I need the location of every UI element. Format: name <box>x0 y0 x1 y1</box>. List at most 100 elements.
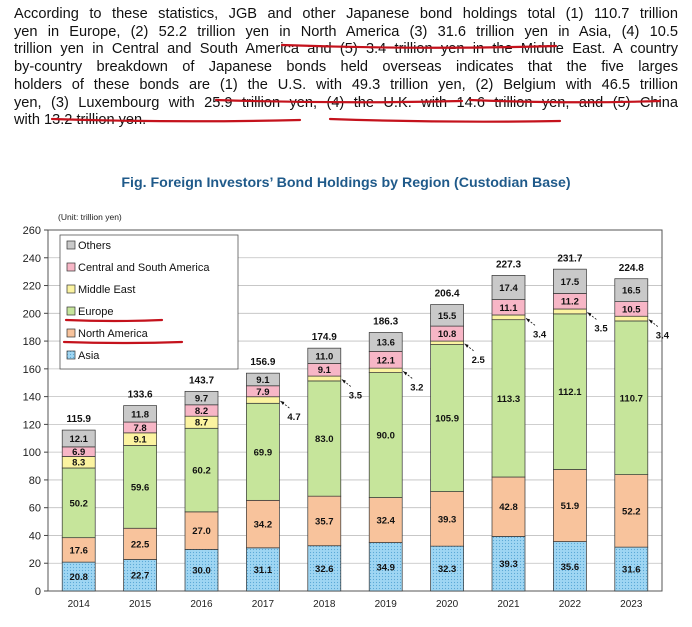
legend-swatch <box>66 240 76 250</box>
y-tick-label: 20 <box>29 558 41 570</box>
bar-segment <box>123 405 157 423</box>
bar-segment <box>491 319 526 478</box>
bar-segment <box>430 491 464 547</box>
data-label: 35.6 <box>561 562 580 573</box>
bar-segment <box>368 367 403 373</box>
total-label: 143.7 <box>189 375 214 386</box>
y-tick-label: 200 <box>23 308 41 320</box>
legend-box <box>59 234 239 370</box>
data-label: 11.2 <box>561 297 579 308</box>
data-label: 17.4 <box>499 283 518 294</box>
bar-segment <box>184 390 219 406</box>
bar-segment <box>553 541 587 592</box>
total-label: 224.8 <box>619 263 644 274</box>
bar-segment <box>553 313 587 470</box>
callout-arrow <box>525 318 536 326</box>
data-label: 112.1 <box>558 387 582 398</box>
data-label: 2.5 <box>472 355 486 366</box>
bar-segment <box>246 372 280 387</box>
data-label: 8.2 <box>195 406 208 417</box>
paragraph-line: by-country breakdown of Japanese bonds h… <box>14 59 678 76</box>
data-label: 7.8 <box>133 423 146 434</box>
bar-segment <box>491 275 526 300</box>
bar-segment <box>430 340 464 345</box>
callout-arrow <box>464 343 474 352</box>
bar-segment <box>553 308 587 315</box>
callout-arrowhead <box>403 371 408 376</box>
total-label: 227.3 <box>496 259 521 270</box>
bar-segment <box>246 547 280 592</box>
data-label: 105.9 <box>435 414 459 425</box>
legend-label: Others <box>78 240 112 252</box>
bar-segment <box>491 314 526 321</box>
bar-segment <box>614 315 649 322</box>
legend-swatch <box>66 306 76 316</box>
unit-label: (Unit: trillion yen) <box>58 212 122 222</box>
paragraph-line: holders of these bonds are (1) the U.S. … <box>14 76 678 93</box>
data-label: 3.5 <box>594 323 608 334</box>
y-tick-label: 120 <box>23 419 41 431</box>
bar-segment <box>123 527 157 560</box>
bar-segment <box>184 548 219 592</box>
data-label: 3.4 <box>656 331 670 342</box>
x-tick-label: 2022 <box>559 599 582 610</box>
data-label: 11.1 <box>500 303 519 314</box>
y-tick-label: 60 <box>29 503 41 515</box>
bar-segment <box>614 320 649 475</box>
bar-segment <box>430 545 464 592</box>
paragraph-line: yen, (3) Luxembourg with 25.9 trillion y… <box>14 94 678 111</box>
bar-segment <box>61 467 96 539</box>
bar-segment <box>123 445 157 529</box>
data-label: 8.3 <box>72 458 85 469</box>
legend-label: Central and South America <box>78 262 210 274</box>
callout-arrow <box>587 312 597 320</box>
x-tick-label: 2021 <box>497 599 520 610</box>
bar-segment <box>307 495 342 547</box>
legend-label: North America <box>78 328 149 340</box>
plot-frame <box>47 229 663 592</box>
data-label: 113.3 <box>497 394 520 405</box>
x-tick-label: 2020 <box>436 599 459 610</box>
data-label: 6.9 <box>72 447 85 458</box>
callout-arrow <box>648 319 659 327</box>
y-tick-label: 100 <box>23 447 41 459</box>
legend-underline-north-america <box>62 340 184 345</box>
bar-segment <box>430 304 464 327</box>
legend-label: Middle East <box>78 284 135 296</box>
y-tick-label: 220 <box>23 281 41 293</box>
data-label: 12.1 <box>376 355 395 366</box>
data-label: 39.3 <box>438 514 457 525</box>
x-tick-label: 2015 <box>129 599 152 610</box>
bar-segment <box>614 278 649 302</box>
bar-segment <box>307 347 342 364</box>
callout-arrowhead <box>464 343 469 348</box>
data-label: 60.2 <box>192 466 211 477</box>
article-paragraph: According to these statistics, JGB and o… <box>14 6 678 130</box>
data-label: 4.7 <box>287 412 300 423</box>
bar-segment <box>614 474 649 548</box>
bond-holdings-chart: 20.817.650.28.36.912.122.722.559.69.17.8… <box>23 212 670 610</box>
y-tick-label: 240 <box>23 253 41 265</box>
data-label: 11.0 <box>315 351 333 362</box>
bar-segment <box>553 268 587 294</box>
bar-segment <box>368 332 403 352</box>
bar-segment <box>184 427 219 513</box>
bar-segment <box>614 546 649 592</box>
data-label: 32.3 <box>438 564 457 575</box>
data-label: 69.9 <box>254 447 273 458</box>
data-label: 10.5 <box>622 304 641 315</box>
callout-arrow <box>280 400 290 409</box>
data-label: 32.6 <box>315 564 334 575</box>
data-label: 10.8 <box>438 329 457 340</box>
x-tick-label: 2023 <box>620 599 643 610</box>
y-tick-label: 260 <box>23 225 41 237</box>
data-label: 12.1 <box>69 434 88 445</box>
data-label: 9.1 <box>318 365 332 376</box>
data-label: 9.1 <box>256 375 270 386</box>
total-label: 133.6 <box>128 390 153 401</box>
data-label: 3.2 <box>410 382 423 393</box>
callout-arrowhead <box>526 318 530 323</box>
total-label: 174.9 <box>312 332 337 343</box>
paragraph-line: yen in Europe, (2) 52.2 trillion yen in … <box>14 23 678 40</box>
data-label: 30.0 <box>192 566 211 577</box>
